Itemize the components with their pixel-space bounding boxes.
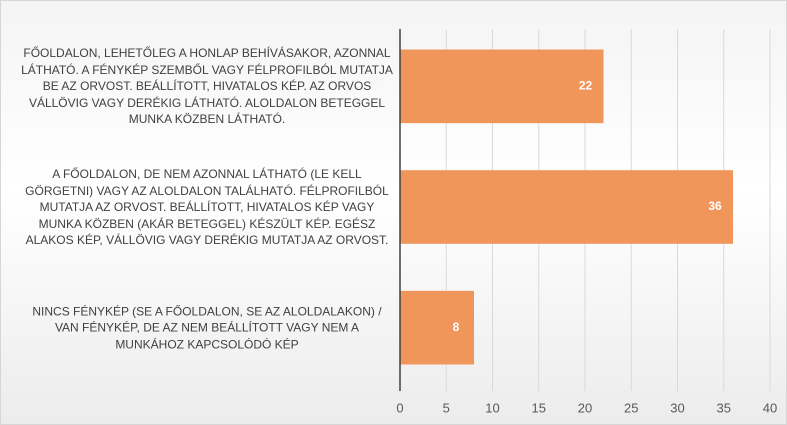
x-tick-label: 10 <box>485 400 499 415</box>
category-label: NINCS FÉNYKÉP (SE A FŐOLDALON, SE AZ ALO… <box>32 303 382 351</box>
value-label: 22 <box>579 79 593 93</box>
bar <box>400 49 604 124</box>
x-tick-label: 0 <box>396 400 403 415</box>
x-tick-label: 25 <box>624 400 638 415</box>
x-tick-label: 20 <box>578 400 592 415</box>
x-tick-label: 30 <box>670 400 684 415</box>
bar <box>400 290 474 365</box>
value-label: 36 <box>708 199 722 213</box>
x-tick-label: 40 <box>763 400 777 415</box>
category-label: FŐOLDALON, LEHETŐLEG A HONLAP BEHÍVÁSAKO… <box>21 46 393 127</box>
category-label: A FŐOLDALON, DE NEM AZONNAL LÁTHATÓ (LE … <box>25 166 389 247</box>
x-tick-label: 35 <box>717 400 731 415</box>
x-tick-label: 5 <box>443 400 450 415</box>
x-tick-label: 15 <box>532 400 546 415</box>
value-label: 8 <box>453 320 460 334</box>
bar <box>400 170 733 244</box>
